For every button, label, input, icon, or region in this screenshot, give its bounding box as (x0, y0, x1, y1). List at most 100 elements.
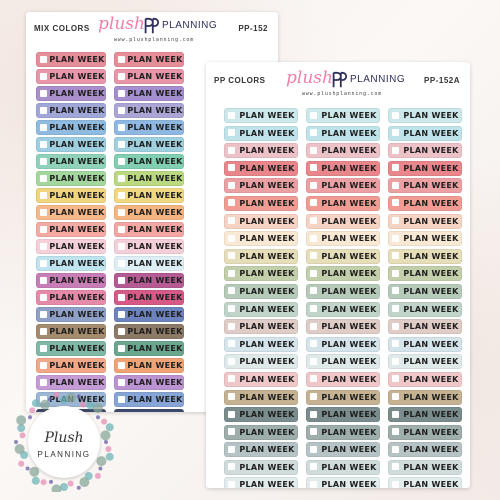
checkbox-icon (310, 445, 317, 453)
plan-week-sticker: PLAN WEEK (306, 178, 380, 194)
wreath-flower (28, 415, 32, 420)
wreath-flower (60, 483, 68, 491)
sticker-label: PLAN WEEK (321, 410, 377, 420)
sticker-label: PLAN WEEK (403, 374, 459, 384)
sticker-label: PLAN WEEK (403, 286, 459, 296)
plan-week-sticker: PLAN WEEK (224, 108, 298, 123)
sticker-label: PLAN WEEK (321, 163, 377, 173)
plan-week-sticker: PLAN WEEK (114, 392, 184, 407)
wreath-flower (16, 415, 27, 426)
sticker-label: PLAN WEEK (239, 322, 295, 332)
plan-week-sticker: PLAN WEEK (114, 52, 184, 67)
wreath-flower (96, 456, 107, 467)
plan-week-sticker: PLAN WEEK (114, 205, 184, 220)
checkbox-icon (228, 111, 235, 119)
checkbox-icon (40, 327, 47, 335)
plan-week-sticker: PLAN WEEK (306, 266, 380, 282)
checkbox-icon (392, 410, 399, 418)
plan-week-sticker: PLAN WEEK (224, 213, 298, 229)
sticker-label: PLAN WEEK (321, 111, 377, 120)
plan-week-sticker: PLAN WEEK (36, 290, 106, 305)
checkbox-icon (40, 106, 47, 114)
sticker-label: PLAN WEEK (403, 163, 459, 173)
brand-plush: plush (286, 68, 333, 88)
checkbox-icon (228, 181, 235, 189)
plan-week-sticker: PLAN WEEK (36, 137, 106, 152)
sticker-label: PLAN WEEK (49, 89, 105, 98)
checkbox-icon (118, 361, 125, 369)
sticker-label: PLAN WEEK (403, 269, 459, 279)
checkbox-icon (392, 445, 399, 453)
wreath-flower (76, 485, 81, 490)
wreath-flower (79, 477, 90, 488)
sticker-label: PLAN WEEK (321, 427, 377, 437)
plan-week-sticker: PLAN WEEK (306, 283, 380, 299)
wreath-flower (19, 432, 26, 439)
brand-planning: PLANNING (162, 20, 218, 31)
checkbox-icon (118, 72, 125, 80)
sticker-label: PLAN WEEK (239, 339, 295, 349)
wreath-flower (31, 399, 40, 408)
plan-week-sticker: PLAN WEEK (224, 143, 298, 159)
checkbox-icon (228, 463, 235, 471)
floral-wreath-icon (14, 392, 114, 492)
wreath-flower (104, 440, 108, 444)
wreath-flower (105, 446, 112, 452)
checkbox-icon (118, 157, 125, 165)
checkbox-icon (228, 357, 235, 365)
plan-week-sticker: PLAN WEEK (114, 171, 184, 186)
plan-week-sticker: PLAN WEEK (224, 266, 298, 282)
checkbox-icon (118, 395, 125, 403)
plan-week-sticker: PLAN WEEK (388, 143, 462, 159)
checkbox-icon (310, 463, 317, 471)
wreath-flower (40, 479, 47, 486)
checkbox-icon (392, 111, 399, 119)
plan-week-sticker: PLAN WEEK (388, 424, 462, 440)
plan-week-sticker: PLAN WEEK (114, 324, 184, 339)
sticker-label: PLAN WEEK (127, 293, 183, 302)
plan-week-sticker: PLAN WEEK (306, 108, 380, 123)
sticker-label: PLAN WEEK (403, 128, 459, 138)
checkbox-icon (40, 191, 47, 199)
checkbox-icon (40, 361, 47, 369)
sticker-label: PLAN WEEK (239, 480, 295, 488)
wreath-flower (80, 401, 87, 408)
checkbox-icon (228, 322, 235, 330)
plan-week-sticker: PLAN WEEK (36, 103, 106, 118)
checkbox-icon (40, 259, 47, 267)
sticker-label: PLAN WEEK (321, 462, 377, 472)
sticker-label: PLAN WEEK (127, 140, 183, 149)
checkbox-icon (392, 217, 399, 225)
sticker-label: PLAN WEEK (321, 480, 377, 488)
plan-week-sticker: PLAN WEEK (306, 407, 380, 423)
plan-week-sticker: PLAN WEEK (36, 86, 106, 101)
checkbox-icon (118, 140, 125, 148)
sticker-label: PLAN WEEK (321, 339, 377, 349)
plan-week-sticker: PLAN WEEK (306, 231, 380, 247)
checkbox-icon (392, 428, 399, 436)
sticker-label: PLAN WEEK (403, 480, 459, 488)
checkbox-icon (228, 234, 235, 242)
plan-week-sticker: PLAN WEEK (306, 389, 380, 405)
checkbox-icon (40, 123, 47, 131)
sticker-label: PLAN WEEK (239, 251, 295, 261)
plan-week-sticker: PLAN WEEK (224, 231, 298, 247)
checkbox-icon (310, 305, 317, 313)
plan-week-sticker: PLAN WEEK (306, 143, 380, 159)
checkbox-icon (392, 269, 399, 277)
plan-week-sticker: PLAN WEEK (388, 108, 462, 123)
sticker-label: PLAN WEEK (127, 72, 183, 81)
plan-week-sticker: PLAN WEEK (114, 120, 184, 135)
badge-plush: Plush (44, 430, 84, 446)
plan-week-sticker: PLAN WEEK (114, 239, 184, 254)
sticker-label: PLAN WEEK (127, 310, 183, 319)
sticker-label: PLAN WEEK (127, 395, 183, 404)
plan-week-sticker: PLAN WEEK (306, 371, 380, 387)
checkbox-icon (392, 305, 399, 313)
plush-planning-badge: Plush PLANNING (14, 392, 114, 492)
plan-week-sticker: PLAN WEEK (36, 69, 106, 84)
plan-week-sticker: PLAN WEEK (224, 125, 298, 141)
sticker-label: PLAN WEEK (49, 242, 105, 251)
sticker-label: PLAN WEEK (321, 392, 377, 402)
checkbox-icon (228, 199, 235, 207)
